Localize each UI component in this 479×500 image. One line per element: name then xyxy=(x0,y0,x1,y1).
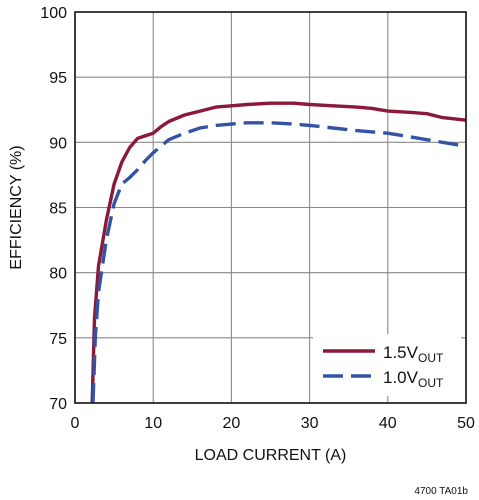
plot-frame xyxy=(74,11,467,404)
y-tick-label: 95 xyxy=(49,70,67,87)
y-tick-label: 90 xyxy=(49,135,67,152)
legend-name: 1.0V xyxy=(383,368,419,387)
x-tick-label: 10 xyxy=(144,415,162,432)
legend-label-0: 1.5VOUT xyxy=(383,343,444,365)
legend-label-1: 1.0VOUT xyxy=(383,368,444,390)
x-axis-title: LOAD CURRENT (A) xyxy=(195,447,347,464)
series-lines xyxy=(90,101,467,404)
legend-name: 1.5V xyxy=(383,343,419,362)
tick-labels: 0 10 20 30 40 50 70 75 80 85 90 95 100 xyxy=(40,5,475,432)
x-tick-label: 20 xyxy=(223,415,241,432)
x-tick-label: 0 xyxy=(71,415,80,432)
legend-box xyxy=(313,334,461,396)
y-axis-title: EFFICIENCY (%) xyxy=(8,145,25,269)
y-tick-label: 100 xyxy=(40,5,67,22)
x-tick-label: 50 xyxy=(457,415,475,432)
y-tick-label: 70 xyxy=(49,396,67,413)
legend-subscript: OUT xyxy=(418,376,444,390)
legend-subscript: OUT xyxy=(418,351,444,365)
series-line-0 xyxy=(90,101,467,404)
series-line-1 xyxy=(91,121,467,404)
y-tick-label: 85 xyxy=(49,201,67,218)
x-tick-label: 40 xyxy=(379,415,397,432)
y-tick-label: 75 xyxy=(49,331,67,348)
x-tick-label: 30 xyxy=(301,415,319,432)
y-tick-label: 80 xyxy=(49,266,67,283)
figure-id: 4700 TA01b xyxy=(414,486,468,497)
